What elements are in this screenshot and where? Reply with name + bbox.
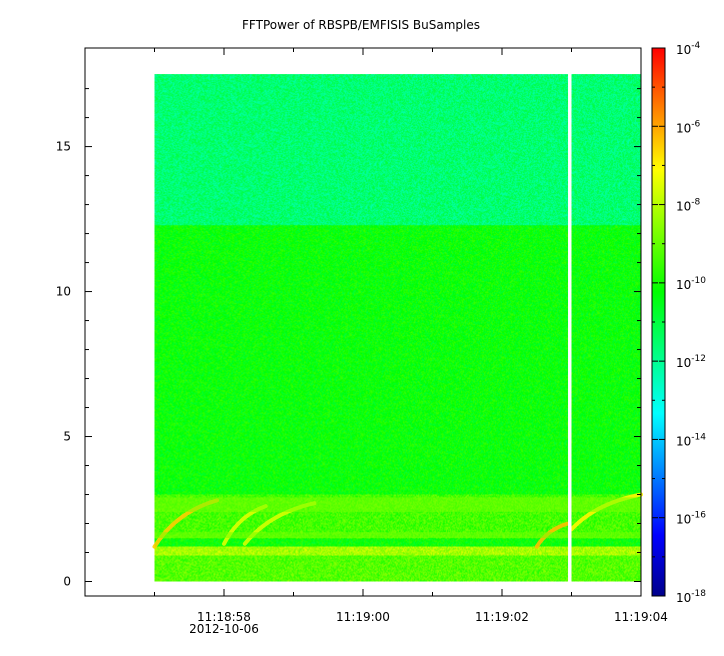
x-tick-label: 11:19:04 (614, 610, 668, 624)
y-tick-label: 0 (63, 575, 71, 589)
colorbar-tick-label: 10-4 (676, 41, 701, 57)
chart-title: FFTPower of RBSPB/EMFISIS BuSamples (242, 18, 480, 32)
data-gap (568, 73, 572, 583)
band-feature (154, 497, 641, 512)
x-tick-label: 11:18:58 (197, 610, 251, 624)
band-feature (154, 532, 641, 539)
spectrogram-image (154, 74, 641, 582)
y-tick-label: 10 (56, 285, 71, 299)
x-tick-label: 11:19:00 (336, 610, 390, 624)
colorbar-tick-label: 10-8 (676, 198, 701, 214)
y-tick-label: 5 (63, 430, 71, 444)
colorbar-tick-label: 10-10 (676, 276, 706, 292)
y-axis: 0 5 10 15 (56, 88, 641, 589)
x-tick-label: 11:19:02 (475, 610, 529, 624)
colorbar-tick-label: 10-6 (676, 119, 701, 135)
colorbar-tick-label: 10-16 (676, 511, 706, 527)
rising-tone-feature (534, 521, 571, 549)
y-tick-label: 15 (56, 140, 71, 154)
colorbar-tick-label: 10-12 (676, 354, 706, 370)
colorbar-tick-label: 10-14 (676, 432, 706, 448)
colorbar-tick-label: 10-18 (676, 589, 706, 605)
spectrogram-features (152, 73, 643, 583)
x-tick-sublabel: 2012-10-06 (189, 622, 259, 636)
